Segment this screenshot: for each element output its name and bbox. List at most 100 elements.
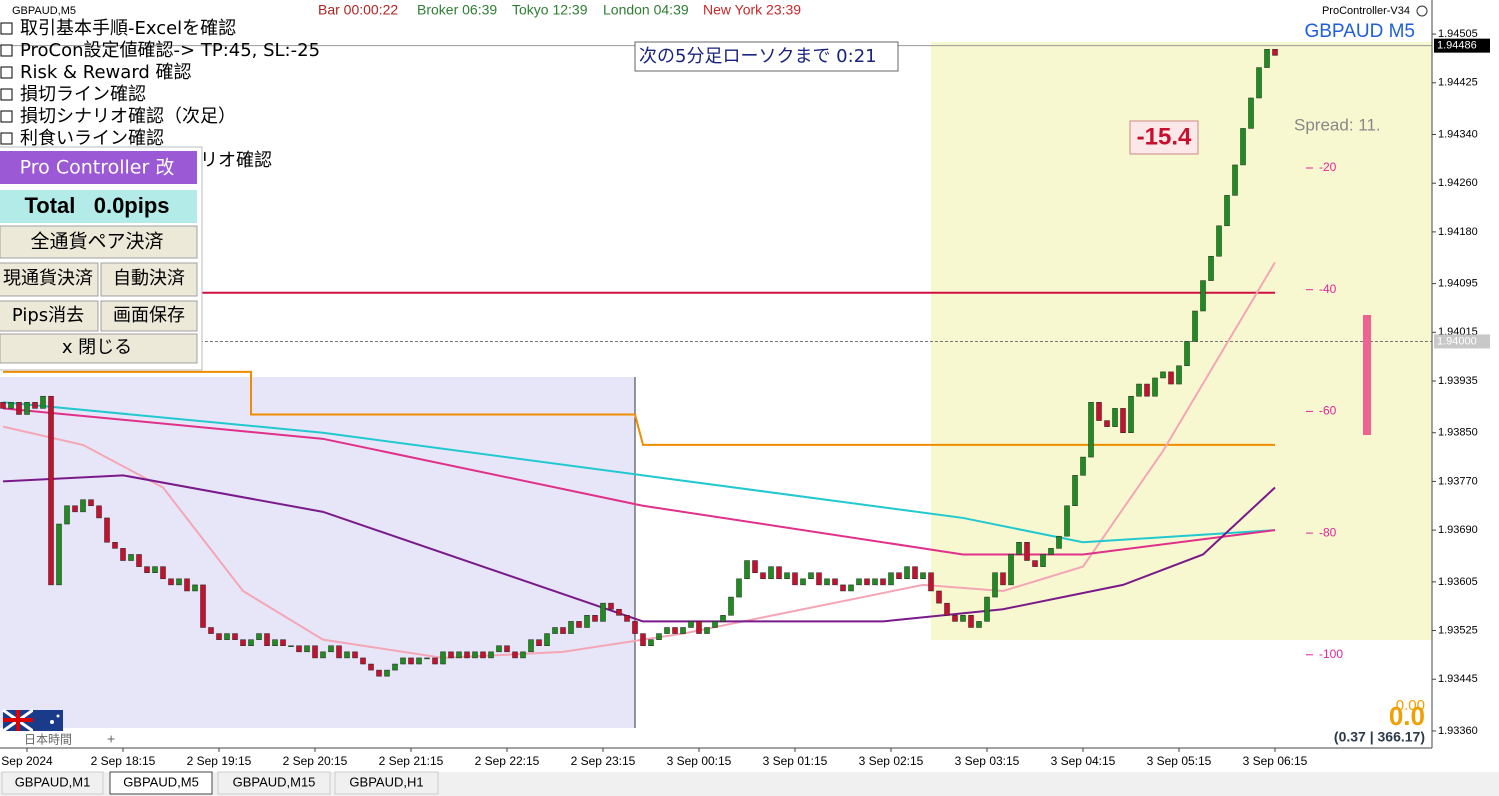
symbol-label: GBPAUD,M5 bbox=[12, 5, 76, 17]
button[interactable] bbox=[0, 225, 198, 259]
candle bbox=[1208, 255, 1214, 281]
y-tick-label: 1.93605 bbox=[1438, 576, 1478, 588]
candle bbox=[64, 505, 70, 525]
candle bbox=[120, 548, 126, 561]
candle bbox=[424, 657, 430, 660]
y-tick-label: 1.94260 bbox=[1438, 177, 1478, 189]
y-tick-label: 1.94180 bbox=[1438, 226, 1478, 238]
timezone: 日本時間 bbox=[24, 733, 72, 747]
candle bbox=[984, 596, 990, 622]
checkbox[interactable] bbox=[0, 110, 13, 123]
candle bbox=[560, 627, 566, 634]
button-label[interactable]: 全通貨ペア決済 bbox=[30, 231, 163, 253]
candle bbox=[1000, 572, 1006, 586]
tab-label[interactable]: GBPAUD,M15 bbox=[233, 774, 316, 789]
candle bbox=[72, 505, 78, 513]
candle bbox=[504, 645, 510, 653]
x-tick-label: 3 Sep 03:15 bbox=[955, 754, 1020, 768]
candle bbox=[1184, 341, 1190, 367]
candle bbox=[240, 639, 246, 647]
session-box bbox=[0, 377, 635, 728]
candle bbox=[144, 566, 150, 573]
candle bbox=[616, 608, 622, 616]
button[interactable] bbox=[100, 300, 198, 332]
candle bbox=[320, 651, 326, 659]
tab-label[interactable]: GBPAUD,M5 bbox=[123, 774, 199, 789]
moving-average bbox=[2, 401, 1276, 544]
tab[interactable] bbox=[1, 771, 104, 795]
candle bbox=[872, 578, 878, 586]
pips-label: -40 bbox=[1319, 282, 1337, 296]
candle bbox=[112, 542, 118, 549]
tab-label[interactable]: GBPAUD,H1 bbox=[349, 774, 423, 789]
x-tick-label: 2 Sep 21:15 bbox=[379, 754, 444, 768]
candle bbox=[928, 572, 934, 592]
pl-box bbox=[1129, 120, 1199, 155]
candle bbox=[1264, 49, 1270, 68]
candle bbox=[840, 584, 846, 592]
candle bbox=[1064, 505, 1070, 537]
button[interactable] bbox=[0, 333, 198, 364]
button-label[interactable]: x 閉じる bbox=[62, 337, 132, 358]
candle bbox=[936, 590, 942, 604]
countdown-box bbox=[634, 41, 899, 72]
candle bbox=[656, 633, 662, 640]
x-tick-label: Sep 2024 bbox=[1, 754, 53, 768]
candle bbox=[1232, 164, 1238, 196]
candle bbox=[1248, 97, 1254, 129]
checkbox[interactable] bbox=[0, 22, 13, 35]
candle bbox=[832, 578, 838, 586]
candle bbox=[976, 621, 982, 628]
y-tick-label: 1.93445 bbox=[1438, 673, 1478, 685]
y-tick-label: 1.94425 bbox=[1438, 77, 1478, 89]
candle bbox=[648, 639, 654, 647]
candle bbox=[576, 621, 582, 628]
candle bbox=[24, 402, 30, 415]
candle bbox=[536, 639, 542, 647]
tab[interactable] bbox=[334, 771, 439, 795]
button[interactable] bbox=[0, 262, 99, 297]
checklist-item: リオ確認 bbox=[200, 150, 272, 171]
tab[interactable] bbox=[217, 771, 331, 795]
checkbox[interactable] bbox=[0, 66, 13, 79]
candle bbox=[568, 621, 574, 634]
tab-label[interactable]: GBPAUD,M1 bbox=[15, 774, 91, 789]
candle bbox=[768, 566, 774, 580]
candle bbox=[48, 395, 54, 586]
candle bbox=[888, 572, 894, 586]
candle bbox=[56, 523, 62, 586]
candle bbox=[1096, 402, 1102, 421]
candle bbox=[440, 651, 446, 665]
candle bbox=[904, 566, 910, 580]
candle bbox=[432, 657, 438, 665]
candle bbox=[1256, 67, 1262, 99]
candle bbox=[1040, 554, 1046, 567]
settings-icon[interactable] bbox=[1416, 5, 1428, 17]
checkbox[interactable] bbox=[0, 132, 13, 145]
button[interactable] bbox=[100, 262, 198, 297]
checklist-item: 取引基本手順-Excelを確認 bbox=[20, 18, 236, 39]
ratio: (0.37 | 366.17) bbox=[1334, 729, 1425, 745]
candle bbox=[1176, 365, 1182, 385]
checkbox[interactable] bbox=[0, 44, 13, 57]
candle bbox=[1016, 542, 1022, 555]
x-tick-label: 3 Sep 00:15 bbox=[667, 754, 732, 768]
broker-time: Broker 06:39 bbox=[417, 2, 497, 18]
candle bbox=[328, 645, 334, 653]
button-label[interactable]: 現通貨決済 bbox=[3, 268, 93, 289]
tab[interactable] bbox=[109, 771, 213, 795]
candle bbox=[672, 627, 678, 634]
candle bbox=[224, 633, 230, 640]
button-label[interactable]: Pips消去 bbox=[12, 305, 84, 326]
candle bbox=[704, 627, 710, 634]
button[interactable] bbox=[0, 300, 99, 332]
button-label[interactable]: 自動決済 bbox=[113, 268, 185, 289]
add-button[interactable]: + bbox=[107, 731, 115, 747]
checklist-item: 利食いライン確認 bbox=[20, 128, 164, 149]
candle bbox=[640, 633, 646, 647]
candle bbox=[1152, 377, 1158, 397]
button-label[interactable]: 画面保存 bbox=[113, 305, 185, 326]
checkbox[interactable] bbox=[0, 88, 13, 101]
candle bbox=[392, 663, 398, 671]
pl-value: -15.4 bbox=[1137, 123, 1192, 150]
